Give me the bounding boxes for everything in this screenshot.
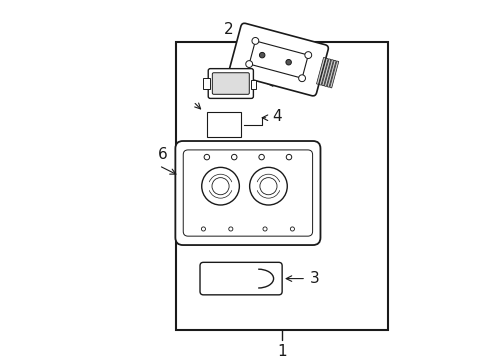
FancyBboxPatch shape	[208, 69, 253, 98]
Bar	[176, 42, 387, 330]
Bar	[321, 59, 330, 86]
FancyBboxPatch shape	[183, 150, 312, 236]
FancyBboxPatch shape	[200, 262, 282, 295]
Circle shape	[249, 167, 286, 205]
Circle shape	[304, 52, 311, 59]
Text: 1: 1	[277, 343, 286, 359]
Circle shape	[290, 227, 294, 231]
Circle shape	[245, 60, 252, 67]
Circle shape	[201, 227, 205, 231]
Circle shape	[251, 37, 258, 44]
Bar	[319, 58, 327, 85]
Text: 2: 2	[224, 22, 233, 37]
FancyBboxPatch shape	[212, 73, 249, 94]
Bar	[329, 61, 338, 88]
Bar	[249, 41, 307, 78]
Circle shape	[285, 59, 291, 65]
FancyBboxPatch shape	[175, 141, 320, 245]
Bar	[206, 112, 241, 138]
Circle shape	[202, 167, 239, 205]
Circle shape	[228, 227, 232, 231]
Circle shape	[203, 154, 209, 160]
Circle shape	[219, 277, 222, 280]
Circle shape	[231, 154, 237, 160]
Bar	[324, 59, 333, 86]
Circle shape	[259, 53, 264, 58]
Circle shape	[215, 274, 225, 283]
Circle shape	[298, 75, 305, 82]
Text: 6: 6	[157, 147, 167, 162]
Bar	[251, 80, 256, 89]
FancyBboxPatch shape	[229, 23, 327, 96]
Circle shape	[258, 154, 264, 160]
Text: 3: 3	[309, 271, 319, 286]
Bar	[316, 57, 325, 84]
Circle shape	[285, 154, 291, 160]
Circle shape	[259, 177, 276, 195]
Text: 5: 5	[290, 76, 300, 91]
Circle shape	[263, 227, 266, 231]
Circle shape	[212, 116, 229, 133]
Circle shape	[212, 177, 229, 195]
Text: 4: 4	[271, 108, 281, 123]
Bar	[326, 60, 335, 87]
Bar	[203, 78, 210, 89]
